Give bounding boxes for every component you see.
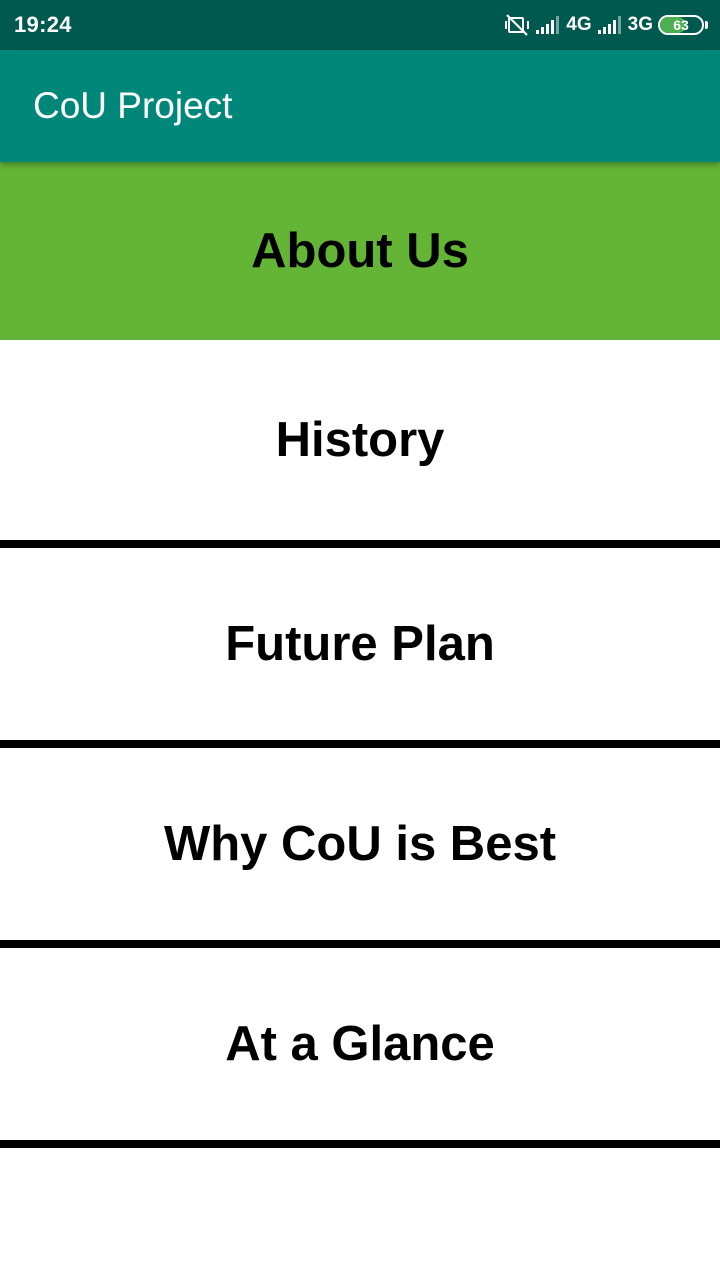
menu-item-label: Why CoU is Best — [163, 817, 557, 871]
app-bar: CoU Project — [0, 50, 720, 162]
status-time: 19:24 — [14, 12, 72, 37]
network-type-1: 4G — [566, 14, 592, 35]
battery-icon: 63 — [658, 15, 708, 35]
menu-item-label: About Us — [251, 224, 469, 278]
battery-fill — [660, 17, 687, 33]
menu-item-history[interactable]: History — [0, 340, 720, 548]
app-title: CoU Project — [33, 85, 233, 126]
menu-item-label: At a Glance — [225, 1017, 495, 1071]
battery-level: 63 — [673, 17, 689, 33]
signal-icon — [597, 15, 623, 35]
menu-item-at-a-glance[interactable]: At a Glance — [0, 948, 720, 1148]
vibrate-off-icon — [504, 13, 530, 37]
menu-item-label: History — [275, 413, 445, 467]
menu-item-about-us[interactable]: About Us — [0, 162, 720, 340]
menu-list: About Us History Future Plan Why CoU is … — [0, 162, 720, 1148]
menu-item-label: Future Plan — [225, 617, 495, 671]
menu-item-why-cou-is-best[interactable]: Why CoU is Best — [0, 748, 720, 948]
network-type-2: 3G — [627, 14, 653, 35]
status-bar: 19:24 4G — [0, 0, 720, 50]
signal-icon — [535, 15, 561, 35]
menu-item-future-plan[interactable]: Future Plan — [0, 548, 720, 748]
status-icons: 4G 3G 63 — [504, 13, 708, 37]
